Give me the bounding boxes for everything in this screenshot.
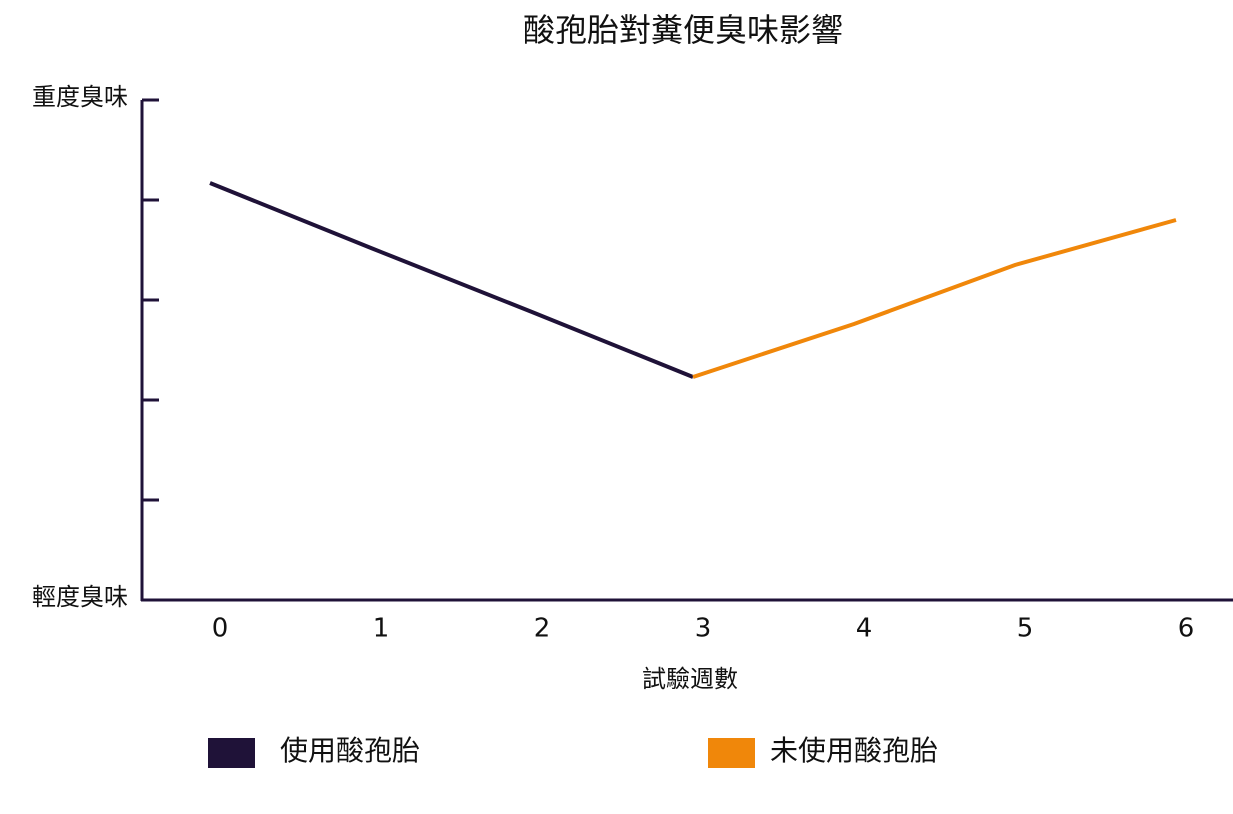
- legend-swatch: [208, 738, 255, 768]
- x-tick-label: 3: [695, 614, 712, 644]
- x-axis-title: 試驗週數: [642, 665, 738, 693]
- x-tick-label: 1: [373, 614, 390, 644]
- legend-label: 未使用酸孢胎: [770, 734, 938, 767]
- legend-label: 使用酸孢胎: [280, 734, 420, 767]
- x-tick-label: 6: [1178, 614, 1195, 644]
- x-tick-label: 4: [856, 614, 873, 644]
- y-tick-label: 輕度臭味: [32, 583, 128, 611]
- legend-swatch: [708, 738, 755, 768]
- x-tick-label: 0: [212, 614, 229, 644]
- chart-title: 酸孢胎對糞便臭味影響: [523, 11, 843, 49]
- series-line: [692, 218, 1177, 379]
- x-tick-label: 2: [534, 614, 551, 644]
- y-tick-label: 重度臭味: [32, 83, 128, 111]
- series-line: [209, 181, 694, 379]
- x-tick-label: 5: [1017, 614, 1034, 644]
